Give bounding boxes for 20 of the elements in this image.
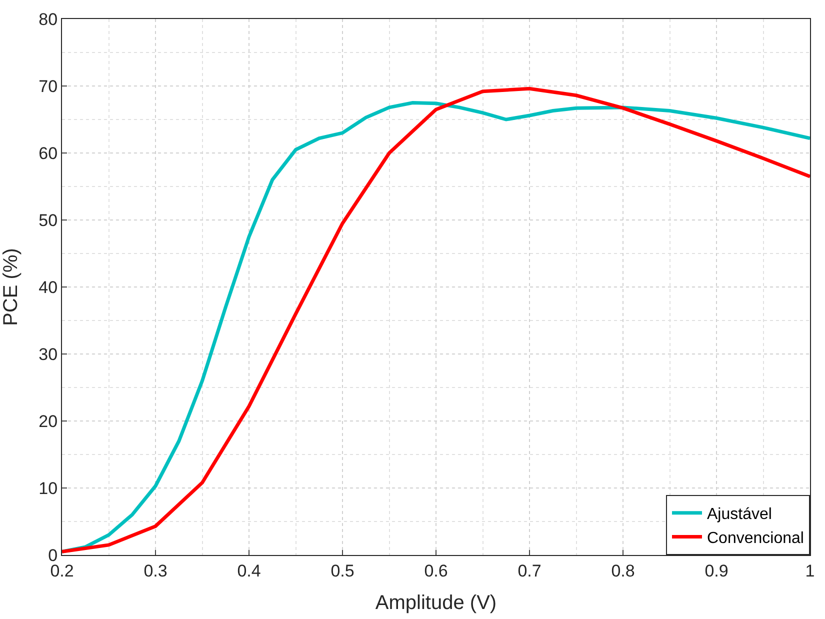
x-tick-label: 0.4 (237, 561, 261, 580)
legend-label: Convencional (707, 530, 804, 547)
x-tick-label: 0.9 (704, 561, 728, 580)
y-tick-label: 10 (38, 478, 58, 498)
x-tick-label: 0.3 (144, 561, 168, 580)
y-axis-title: PCE (%) (0, 248, 22, 326)
x-tick-label: 0.8 (611, 561, 635, 580)
y-tick-label: 80 (38, 10, 58, 29)
y-tick-label: 40 (38, 278, 58, 297)
legend-label: Ajustável (707, 506, 772, 524)
x-tick-label: 0.6 (424, 561, 448, 580)
y-tick-label: 70 (38, 76, 58, 96)
y-tick-label: 60 (38, 144, 58, 163)
x-axis-title: Amplitude (V) (375, 592, 497, 614)
y-tick-label: 50 (38, 210, 58, 230)
x-tick-label: 0.5 (330, 561, 354, 580)
x-tick-label: 1 (805, 561, 815, 580)
x-tick-label: 0.7 (518, 561, 542, 580)
y-tick-label: 20 (38, 412, 58, 431)
y-tick-label: 30 (38, 344, 58, 364)
